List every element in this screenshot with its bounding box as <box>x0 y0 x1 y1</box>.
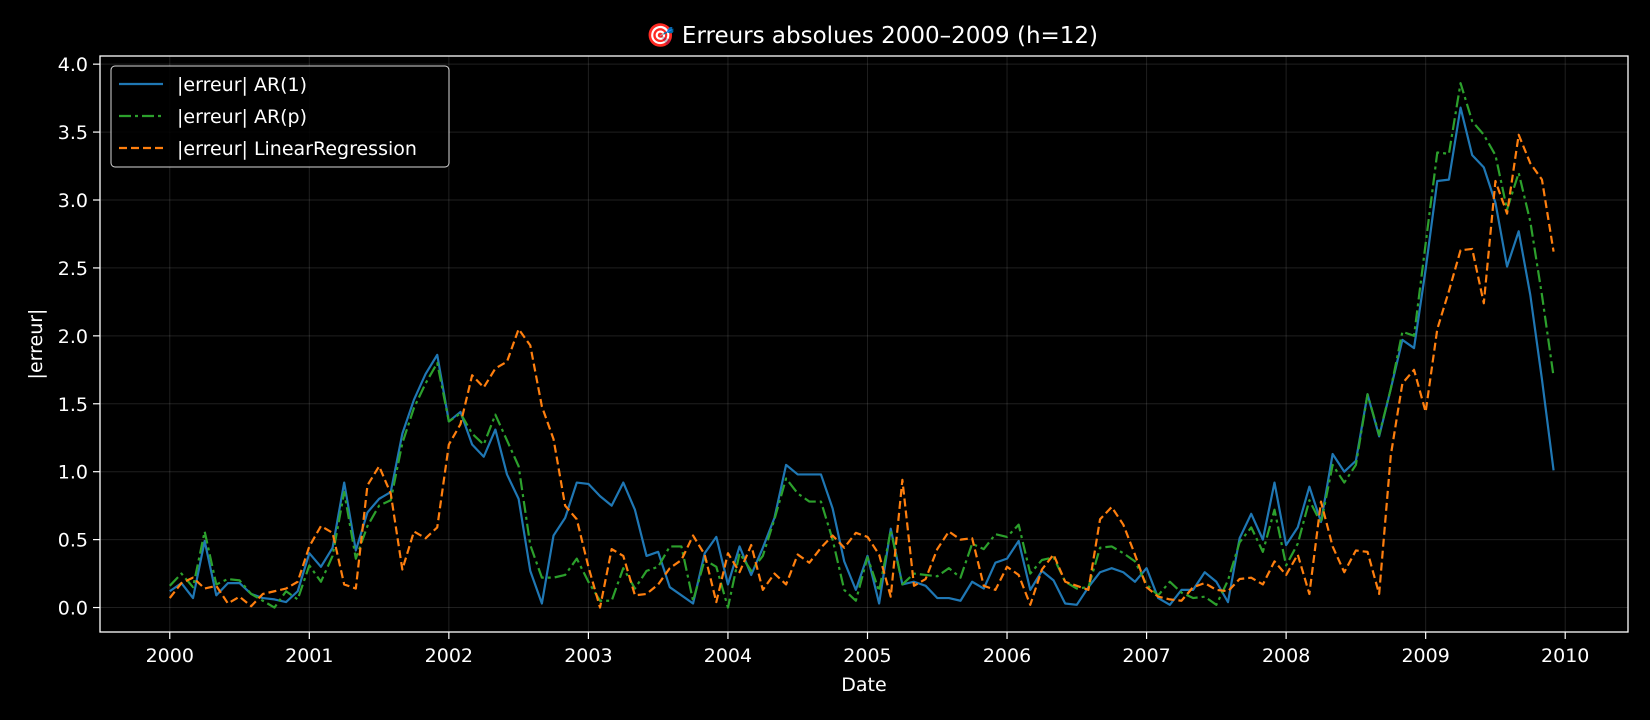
y-tick-label: 2.0 <box>58 326 88 348</box>
series-line-3 <box>168 133 1555 609</box>
x-tick-label: 2002 <box>425 645 473 667</box>
legend: |erreur| AR(1) |erreur| AR(p) |erreur| Lin… <box>110 65 450 168</box>
series-layer <box>168 82 1555 609</box>
legend-box <box>110 65 450 168</box>
x-tick-label: 2006 <box>983 645 1031 667</box>
x-axis-label: Date <box>841 674 886 696</box>
y-tick-label: 3.0 <box>58 190 88 212</box>
x-tick-label: 2001 <box>285 645 333 667</box>
y-tick-label: 2.5 <box>58 258 88 280</box>
y-tick-label: 3.5 <box>58 122 88 144</box>
y-axis-label: |erreur| <box>25 309 47 380</box>
x-tick-label: 2008 <box>1262 645 1310 667</box>
y-tick-label: 1.0 <box>58 462 88 484</box>
plot-frame <box>99 55 1629 633</box>
x-tick-label: 2007 <box>1122 645 1170 667</box>
x-tick-label: 2005 <box>843 645 891 667</box>
x-tick-label: 2000 <box>146 645 194 667</box>
legend-label-1: |erreur| AR(1) <box>177 74 307 96</box>
x-tick-label: 2003 <box>564 645 612 667</box>
chart-title: 🎯 Erreurs absolues 2000–2009 (h=12) <box>646 22 1098 49</box>
y-tick-label: 4.0 <box>58 54 88 76</box>
legend-label-2: |erreur| AR(p) <box>177 106 307 128</box>
y-tick-label: 1.5 <box>58 394 88 416</box>
x-tick-label: 2009 <box>1401 645 1449 667</box>
series-line-2 <box>168 82 1555 609</box>
x-tick-label: 2004 <box>704 645 752 667</box>
y-tick-label: 0.0 <box>58 598 88 620</box>
y-tick-label: 0.5 <box>58 530 88 552</box>
x-tick-label: 2010 <box>1541 645 1589 667</box>
legend-label-3: |erreur| LinearRegression <box>177 138 417 160</box>
y-axis: 0.0 0.5 1.0 1.5 2.0 2.5 3.0 3.5 4.0 <box>58 54 100 620</box>
x-axis: 2000 2001 2002 2003 2004 2005 2006 2007 2008 2009… <box>146 632 1589 667</box>
